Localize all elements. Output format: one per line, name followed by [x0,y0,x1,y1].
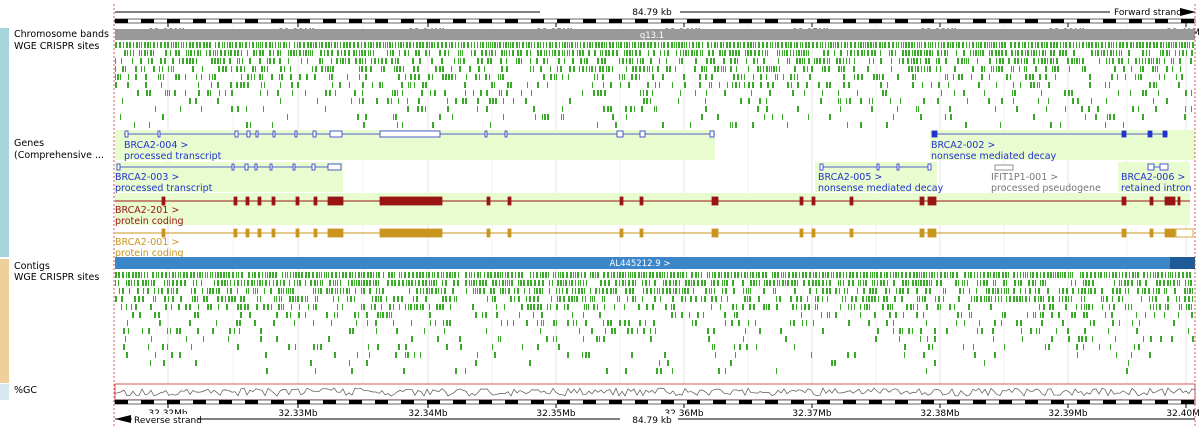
transcript-biotype: retained intron [1121,183,1192,194]
gc-track [114,383,1196,401]
transcript-brca2-003[interactable]: BRCA2-003 > processed transcript [115,163,342,194]
transcript-biotype: nonsense mediated decay [818,183,944,194]
tick-label: 32.33Mb [278,409,318,419]
track-label-wge-crispr-bottom: WGE CRISPR sites [14,272,100,283]
track-label-genes: Genes [14,138,45,149]
transcript-brca2-006[interactable]: BRCA2-006 > retained intron [1121,163,1192,194]
transcript-ifit1p1-001[interactable]: IFIT1P1-001 > processed pseudogene [991,164,1101,194]
tick-label: 32.34Mb [408,409,448,419]
transcript-biotype: processed pseudogene [991,183,1101,194]
transcript-brca2-201[interactable]: BRCA2-201 > protein coding [115,196,1190,227]
transcript-id: BRCA2-003 > [115,172,179,183]
transcript-biotype: protein coding [115,216,184,227]
gc-line [114,387,1196,397]
transcript-biotype: protein coding [115,248,184,259]
track-label-chromosome-bands: Chromosome bands [14,29,109,40]
ruler-bar-bottom [114,399,1196,405]
strip-bottom [0,259,9,383]
forward-strand-label: Forward strand [1114,8,1182,18]
transcript-biotype: processed transcript [124,151,222,162]
tick-label: 32.38Mb [920,409,960,419]
tick-label: 32.39Mb [1048,409,1088,419]
crispr-track-bottom[interactable] [115,272,1194,374]
band-name: q13.1 [640,31,664,41]
span-label: 84.79 kb [632,8,672,18]
transcript-id: IFIT1P1-001 > [991,172,1058,183]
tick-label: 32.35Mb [536,409,576,419]
chromosome-band[interactable] [115,29,1195,40]
track-label-gc: %GC [14,385,38,396]
tick-label: 32.37Mb [792,409,832,419]
span-label-bottom: 84.79 kb [632,416,672,426]
crispr-track-top[interactable] [115,42,1194,128]
transcript-brca2-004[interactable]: BRCA2-004 > processed transcript [124,130,715,162]
strip-gc [0,384,9,400]
track-label-genes-sub: (Comprehensive ... [14,150,104,161]
transcript-id: BRCA2-006 > [1121,172,1185,183]
tick-label: 32.36Mb [664,409,704,419]
transcript-id: BRCA2-004 > [124,140,188,151]
contig-name: AL445212.9 > [610,259,671,269]
forward-arrow-icon [1180,8,1196,16]
transcript-id: BRCA2-002 > [931,140,995,151]
transcript-id: BRCA2-005 > [818,172,882,183]
transcript-brca2-001[interactable]: BRCA2-001 > protein coding [115,228,1194,259]
track-label-wge-crispr-top: WGE CRISPR sites [14,41,100,52]
tick-label: 32.40Mb [1166,409,1200,419]
strip-top [0,28,9,257]
transcript-brca2-002[interactable]: BRCA2-002 > nonsense mediated decay [931,130,1168,162]
reverse-strand-label: Reverse strand [134,416,202,426]
reverse-arrow-icon [115,415,131,423]
transcript-id: BRCA2-001 > [115,237,179,248]
ruler-bar-top [114,18,1196,24]
contig-bar[interactable]: AL445212.9 > [115,257,1195,269]
transcript-id: BRCA2-201 > [115,205,179,216]
bottom-ruler: 32.32Mb32.33Mb32.34Mb32.35Mb32.36Mb32.37… [114,399,1200,426]
track-label-contigs: Contigs [14,261,50,272]
transcript-biotype: nonsense mediated decay [931,151,1057,162]
transcript-brca2-005[interactable]: BRCA2-005 > nonsense mediated decay [818,163,944,194]
transcript-biotype: processed transcript [115,183,213,194]
